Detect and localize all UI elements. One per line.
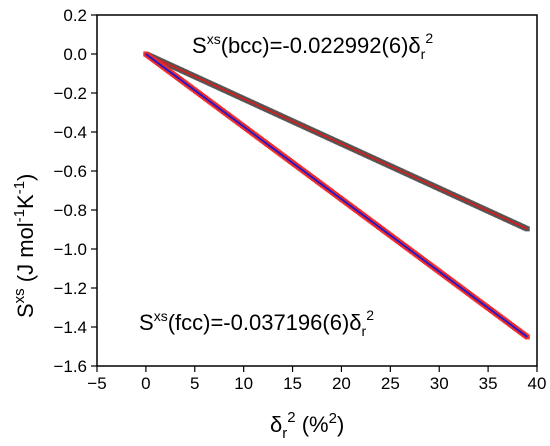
y-tick-label: −0.2 <box>53 84 87 103</box>
y-axis-title-close: ) <box>13 174 38 181</box>
annotation-bcc-prefix: S <box>192 33 207 58</box>
data-marks <box>143 51 530 340</box>
y-tick-label: −1.2 <box>53 279 87 298</box>
y-axis-title-sup: xs <box>11 288 28 303</box>
x-tick-label: −5 <box>87 374 106 393</box>
x-axis-title-sub: r <box>282 425 287 442</box>
series-fcc <box>143 51 530 340</box>
x-axis-title: δr2 (%2) <box>270 409 344 442</box>
annotation-fcc-body: (fcc)=-0.037196(6)δ <box>168 310 362 335</box>
y-tick-label: −1.4 <box>53 318 87 337</box>
y-axis-title-base: S <box>13 303 38 318</box>
y-axis-title-sup2: -1 <box>11 209 28 222</box>
annotation-fcc: Sxs(fcc)=-0.037196(6)δr2 <box>139 307 374 339</box>
x-tick-label: 5 <box>190 374 199 393</box>
annotation-bcc-sup2: 2 <box>425 30 433 46</box>
x-tick-label: 15 <box>283 374 302 393</box>
x-tick-label: 30 <box>430 374 449 393</box>
annotation-fcc-sup2: 2 <box>366 307 374 323</box>
annotation-fcc-sup: xs <box>154 308 168 324</box>
x-tick-label: 20 <box>332 374 351 393</box>
annotation-bcc-body: (bcc)=-0.022992(6)δ <box>221 33 421 58</box>
y-tick-label: −0.8 <box>53 201 87 220</box>
y-axis-title: Sxs (J mol-1K-1) <box>11 174 38 318</box>
x-tick-label: 40 <box>528 374 547 393</box>
y-tick-label: −0.4 <box>53 123 87 142</box>
plot-frame <box>96 14 538 367</box>
y-tick-label: −1.6 <box>53 357 87 376</box>
y-tick-label: −1.0 <box>53 240 87 259</box>
y-axis-title-rest2: K <box>13 194 38 209</box>
series-bcc <box>143 51 530 232</box>
fit-line-bcc <box>145 53 528 230</box>
annotation-fcc-prefix: S <box>139 310 154 335</box>
annotation-bcc: Sxs(bcc)=-0.022992(6)δr2 <box>192 30 433 62</box>
x-tick-label: 25 <box>381 374 400 393</box>
x-axis-title-base: δ <box>270 412 282 437</box>
x-axis-title-sup: 2 <box>287 409 295 426</box>
x-tick-label: 10 <box>234 374 253 393</box>
y-tick-label: −0.6 <box>53 162 87 181</box>
x-axis-title-rest: (% <box>296 412 329 437</box>
x-tick-label: 0 <box>141 374 150 393</box>
x-axis-title-close: ) <box>337 412 344 437</box>
y-tick-label: 0.2 <box>63 6 87 25</box>
fit-line-fcc <box>145 53 528 338</box>
annotation-bcc-sup: xs <box>207 31 221 47</box>
y-axis-title-sup3: -1 <box>11 181 28 194</box>
y-axis-title-rest1: (J mol <box>13 222 38 288</box>
y-tick-label: 0.0 <box>63 45 87 64</box>
x-tick-label: 35 <box>479 374 498 393</box>
x-axis-title-rest-sup: 2 <box>329 410 337 427</box>
annotation-fcc-sub: r <box>362 323 367 339</box>
annotation-bcc-sub: r <box>421 46 426 62</box>
ticks: −5 0 5 10 15 20 25 30 35 40 0.2 0.0 −0.2 −0.4 −0.6 −0.8… <box>53 6 546 393</box>
